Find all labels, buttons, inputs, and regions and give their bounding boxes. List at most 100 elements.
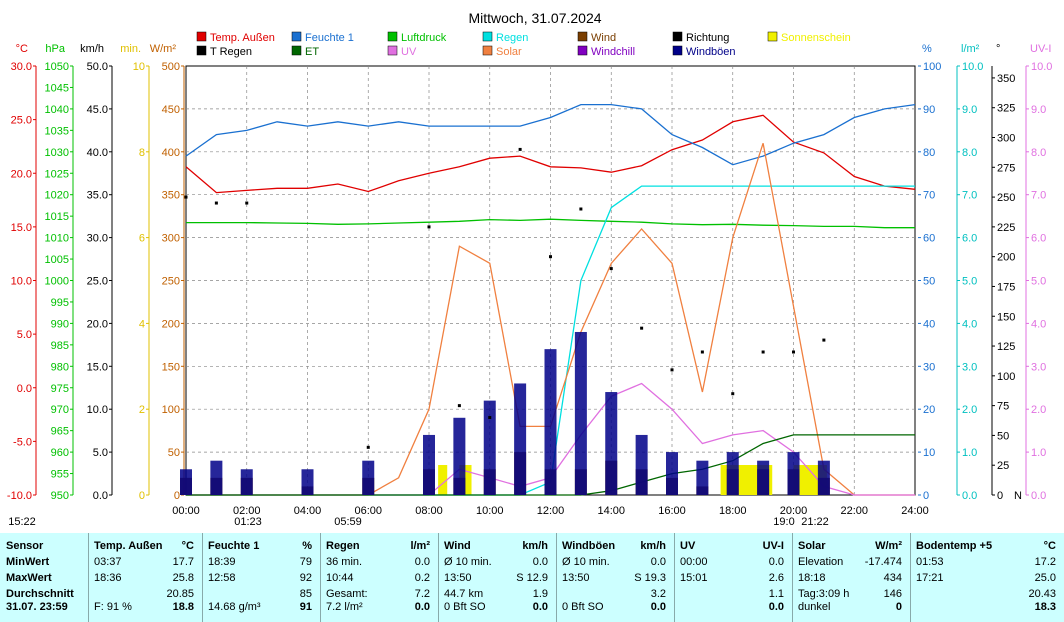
time-marker: 05:59 bbox=[334, 516, 362, 528]
wind-direction-point bbox=[640, 326, 644, 330]
gust-bar bbox=[453, 417, 466, 495]
left-axis-tick-label: 10 bbox=[133, 61, 145, 73]
panel-separator bbox=[674, 533, 675, 622]
x-tick-label: 02:00 bbox=[233, 505, 261, 517]
left-axis-tick-label: 25.0 bbox=[87, 276, 108, 288]
left-axis-tick-label: 1035 bbox=[45, 125, 69, 137]
panel-cell: km/h bbox=[640, 540, 666, 552]
left-axis-tick-label: 30.0 bbox=[11, 61, 32, 73]
x-tick-label: 16:00 bbox=[658, 505, 686, 517]
panel-cell: 01:53 bbox=[916, 556, 944, 568]
wind-direction-point bbox=[518, 147, 522, 151]
panel-cell: 0.0 bbox=[768, 601, 784, 613]
panel-cell: 44.7 km bbox=[444, 588, 484, 600]
left-axis-tick-label: 350 bbox=[162, 190, 180, 202]
left-axis-tick-label: 40.0 bbox=[87, 147, 108, 159]
panel-col-boden: Bodentemp +5 °C 01:53 17.2 17:21 25.0 20.43 18.… bbox=[910, 533, 1064, 622]
panel-cell: 18.3 bbox=[1034, 601, 1056, 613]
panel-cell: 18:18 bbox=[798, 572, 826, 584]
left-axis-tick-label: 985 bbox=[51, 340, 69, 352]
gust-bar bbox=[726, 452, 739, 495]
panel-cell: 15:01 bbox=[680, 572, 708, 584]
legend-label: Feuchte 1 bbox=[305, 32, 354, 44]
legend-label: Sonnenschein bbox=[781, 32, 851, 44]
legend-label: Solar bbox=[496, 46, 522, 58]
panel-cell: Solar bbox=[798, 540, 826, 552]
panel-cell: 13:50 bbox=[562, 572, 590, 584]
legend-label: ET bbox=[305, 46, 319, 58]
right-axis-tick-label: 150 bbox=[997, 311, 1015, 323]
right-axis-tick-label: 1.0 bbox=[1031, 447, 1046, 459]
left-axis-tick-label: 955 bbox=[51, 469, 69, 481]
left-axis-tick-label: 15.0 bbox=[87, 361, 108, 373]
right-axis-tick-label: 275 bbox=[997, 162, 1015, 174]
panel-cell: 0.0 bbox=[768, 556, 784, 568]
wind-direction-point bbox=[792, 350, 795, 354]
time-marker: 19:0 bbox=[773, 516, 794, 528]
wind-direction-point bbox=[700, 350, 704, 354]
right-axis-tick-label: 5.0 bbox=[1031, 276, 1046, 288]
wind-direction-point bbox=[731, 392, 735, 396]
panel-cell: 0.2 bbox=[414, 572, 430, 584]
panel-cell: Wind bbox=[444, 540, 471, 552]
right-axis-tick-label: 90 bbox=[923, 104, 935, 116]
plot-area bbox=[180, 103, 916, 496]
left-axis-tick-label: 960 bbox=[51, 447, 69, 459]
statistics-panel: Sensor MinWert MaxWert Durchschnitt 31.07. 2… bbox=[0, 533, 1064, 622]
right-axis-tick-label: 50 bbox=[923, 276, 935, 288]
panel-cell: 0.0 bbox=[414, 601, 430, 613]
x-tick-label: 20:00 bbox=[780, 505, 808, 517]
right-axis-tick-label: 200 bbox=[997, 252, 1015, 264]
panel-cell: Ø 10 min. bbox=[444, 556, 492, 568]
legend-label: Regen bbox=[496, 32, 528, 44]
left-axis-tick-label: 6 bbox=[139, 233, 145, 245]
left-axis-tick-label: 1005 bbox=[45, 254, 69, 266]
left-axis-tick-label: 0 bbox=[174, 490, 180, 502]
wind-direction-point bbox=[761, 350, 765, 354]
panel-cell: 79 bbox=[299, 556, 312, 568]
panel-cell: 17.7 bbox=[172, 556, 194, 568]
panel-cell: Windböen bbox=[562, 540, 616, 552]
left-axis-tick-label: 200 bbox=[162, 318, 180, 330]
x-tick-label: 04:00 bbox=[294, 505, 322, 517]
left-axis-tick-label: 975 bbox=[51, 383, 69, 395]
gust-bar bbox=[757, 460, 770, 495]
wind-direction-point bbox=[488, 416, 492, 420]
sunshine-bar bbox=[438, 465, 448, 495]
x-tick-label: 08:00 bbox=[415, 505, 443, 517]
panel-cell: 85 bbox=[299, 588, 312, 600]
right-axis-tick-label: 175 bbox=[997, 281, 1015, 293]
panel-separator bbox=[556, 533, 557, 622]
wind-direction-point bbox=[457, 404, 461, 408]
time-marker: 15:22 bbox=[8, 516, 36, 528]
right-axis-unit: UV-I bbox=[1030, 43, 1051, 55]
panel-cell: 0.0 bbox=[650, 601, 666, 613]
panel-cell: 17:21 bbox=[916, 572, 944, 584]
legend-swatch bbox=[577, 45, 588, 56]
panel-cell: 0.0 bbox=[532, 556, 548, 568]
left-axis-tick-label: 1030 bbox=[45, 147, 69, 159]
series-line-temp-au-en bbox=[185, 114, 916, 194]
right-axis-tick-label: 70 bbox=[923, 190, 935, 202]
legend-swatch bbox=[291, 31, 302, 42]
right-axis-tick-label: 10.0 bbox=[962, 61, 983, 73]
panel-cell: Feuchte 1 bbox=[208, 540, 260, 552]
x-tick-label: 22:00 bbox=[840, 505, 868, 517]
legend-label: T Regen bbox=[210, 46, 252, 58]
panel-cell: 25.8 bbox=[172, 572, 194, 584]
panel-cell: 146 bbox=[883, 588, 902, 600]
right-axis-unit: l/m² bbox=[961, 43, 980, 55]
legend-label: Windböen bbox=[686, 46, 736, 58]
right-axis-tick-label: 7.0 bbox=[962, 190, 977, 202]
right-axis-extra-label: N bbox=[1014, 490, 1022, 502]
left-axis-tick-label: 150 bbox=[162, 361, 180, 373]
panel-separator bbox=[792, 533, 793, 622]
gust-bar bbox=[574, 331, 587, 495]
panel-cell: 1.9 bbox=[532, 588, 548, 600]
panel-col-wind: Wind km/h Ø 10 min. 0.0 13:50 S 12.9 44.7 km 1.… bbox=[438, 533, 556, 622]
right-axis-tick-label: 40 bbox=[923, 318, 935, 330]
left-axis-tick-label: 1050 bbox=[45, 61, 69, 73]
right-axis-tick-label: 0.0 bbox=[962, 490, 977, 502]
series-line-luftdruck bbox=[186, 218, 915, 229]
left-axis-tick-label: 10.0 bbox=[11, 276, 32, 288]
